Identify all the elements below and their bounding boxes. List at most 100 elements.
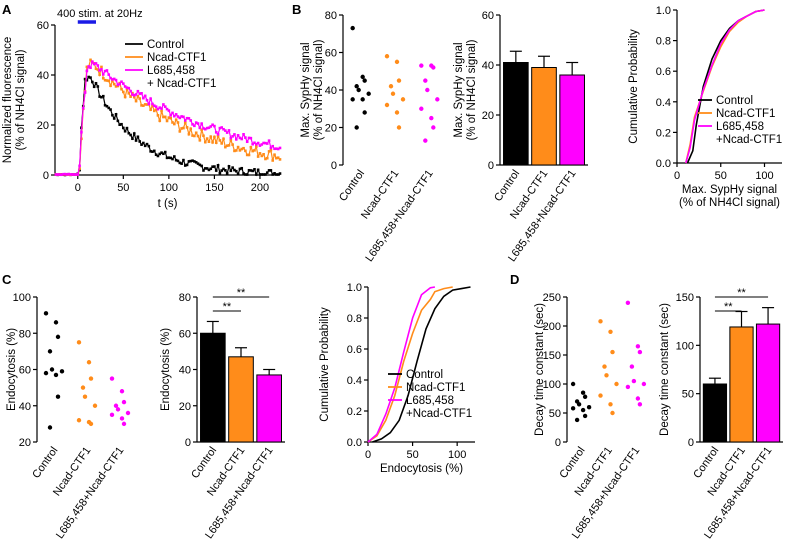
data-point-C1-0-2 [55,334,61,340]
data-point-D1-0-2 [582,394,588,399]
data-point-C1-1-2 [88,376,94,381]
ytick-label-C3-2: 0.4 [347,375,362,387]
data-point-B1-2-9 [423,138,428,143]
xtick-label-A-2: 100 [160,182,178,194]
data-point-C1-1-0 [76,340,82,345]
data-point-D1-1-0 [598,319,603,324]
data-point-C1-1-6 [76,418,82,423]
ytick-label-D1-1: 50 [549,408,561,420]
data-point-C1-0-8 [55,394,61,399]
ylabel-A-1: (% of NH4Cl signal) [15,49,27,150]
ytick-label-C2-4: 80 [179,292,191,304]
data-point-B1-1-6 [384,102,390,108]
ytick-label-D2-2: 100 [676,340,694,352]
legend-label-B3-3: +Ncad-CTF1 [716,134,782,146]
ytick-label-B1-3: 60 [325,48,337,60]
xtick-label-A-0: 0 [75,182,81,194]
data-point-C1-1-4 [82,394,88,399]
bar-D2-2 [755,323,781,443]
data-point-B1-0-2 [362,78,367,83]
ylabel-C3-0: Cumulative Probability [319,307,331,422]
ytick-label-C3-0: 0.0 [347,437,362,449]
data-point-B1-0-7 [360,97,365,102]
data-point-B1-0-3 [354,84,359,89]
category-label-B1-2: L685,458+Ncad-CTF1 [363,168,435,264]
ytick-label-A-3: 60 [37,20,49,32]
data-point-C1-0-5 [59,369,65,374]
ytick-label-A-0: 0 [43,170,49,182]
bar-C2-2 [256,374,282,443]
ytick-label-D1-5: 250 [543,292,561,304]
data-point-D1-1-4 [604,373,609,378]
ytick-label-C1-4: 100 [13,292,31,304]
ytick-label-C1-2: 60 [19,365,31,377]
data-point-D1-0-1 [580,390,586,395]
data-point-D1-0-8 [582,413,588,419]
xlabel-B3-1: (% of NH4Cl signal) [679,197,780,209]
ytick-label-B2-3: 60 [482,10,494,22]
ytick-label-B3-3: 0.6 [656,66,671,78]
ylabel-D1-0: Decay time constant (sec) [534,303,546,436]
data-point-D1-0-5 [586,405,592,410]
xtick-label-B3-2: 100 [755,170,773,182]
data-point-B1-0-9 [354,125,359,130]
ytick-label-D1-0: 0 [555,437,561,449]
ylabel-C2-0: Endocytosis (%) [160,328,172,411]
ylabel-B2-0: Max. SypHy signal [453,42,465,137]
data-point-B1-0-6 [350,97,355,102]
ylabel-B1-1: (% of NH4Cl signal) [313,39,325,140]
data-point-B1-0-8 [362,110,367,115]
data-point-C1-1-8 [88,421,94,427]
ytick-label-B2-1: 20 [482,110,494,122]
significance-label-C2-1: ** [237,287,246,299]
data-point-D1-2-3 [629,364,635,369]
ytick-label-B2-0: 0 [488,160,494,172]
ylabel-D2-0: Decay time constant (sec) [659,303,671,436]
data-point-B1-1-3 [388,84,394,89]
legend-label-C3-2: L685,458 [406,395,454,407]
data-point-D1-1-7 [608,402,613,407]
data-point-B1-0-5 [366,91,371,96]
xlabel-A: t (s) [158,198,178,210]
xtick-label-C3-2: 100 [448,449,466,461]
data-point-C1-2-6 [109,412,115,418]
ytick-label-B3-0: 0.0 [656,158,671,170]
data-point-C1-0-3 [47,349,53,354]
data-point-B1-2-8 [431,125,436,130]
data-point-D1-2-4 [631,378,637,384]
data-point-C1-0-0 [43,311,49,316]
ytick-label-B1-0: 0 [331,160,337,172]
data-point-C1-0-7 [53,372,59,378]
data-point-C1-2-7 [119,416,125,421]
ytick-label-C1-3: 80 [19,328,31,340]
data-point-D1-2-8 [637,402,643,407]
legend-label-C3-3: +Ncad-CTF1 [406,408,472,420]
ytick-label-C3-1: 0.2 [347,406,362,418]
ytick-label-C2-1: 20 [179,401,191,413]
bar-D2-1 [729,326,754,443]
panel-label-a: A [2,2,12,17]
xtick-label-B3-0: 0 [674,170,680,182]
ylabel-B1-0: Max. SypHy signal [300,42,312,137]
data-point-D1-2-0 [625,300,631,305]
data-point-B1-0-0 [350,25,355,31]
xtick-label-A-3: 150 [205,182,223,194]
data-point-C1-2-2 [121,399,127,405]
ytick-label-B1-4: 80 [325,10,337,22]
data-point-B1-2-7 [429,115,434,121]
bar-C2-1 [228,356,254,443]
xlabel-B3-0: Max. SypHy signal [682,184,777,196]
data-point-B1-1-7 [394,110,400,115]
xtick-label-C3-0: 0 [365,449,371,461]
legend-label-B3-1: Ncad-CTF1 [716,108,775,120]
category-label-B1-0: Control [337,168,367,204]
significance-label-D2-1: ** [737,287,746,299]
panel-label-b: B [292,2,301,17]
category-label-C2-0: Control [189,445,219,481]
ytick-label-B3-1: 0.2 [656,127,671,139]
legend-label-A-0: Control [147,39,184,51]
panel-label-d: D [510,272,519,287]
data-point-C1-0-6 [43,370,49,376]
data-point-B1-2-4 [425,87,430,93]
data-point-B1-2-5 [435,97,440,102]
